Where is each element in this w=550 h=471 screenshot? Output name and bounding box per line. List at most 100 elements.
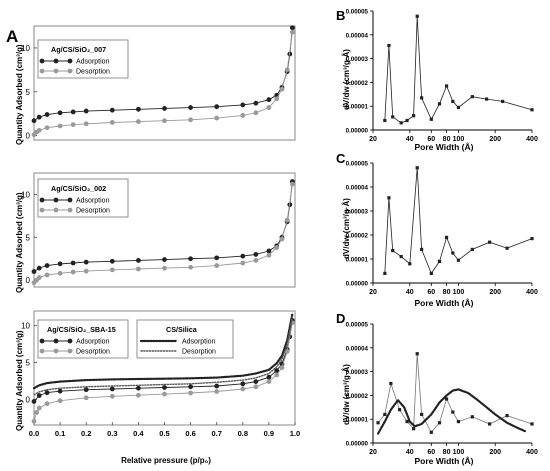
x-axis-label: Pore Width (Å)	[415, 298, 474, 308]
psd-series-point	[470, 247, 474, 251]
series-desorption-point	[36, 275, 42, 280]
series-adsorption-point	[240, 102, 246, 108]
y-tick-label: 0.00002	[346, 233, 369, 240]
legend-swatch-point	[53, 197, 59, 203]
series-desorption-point	[70, 269, 76, 275]
legend-swatch-adsorption	[39, 338, 73, 344]
psd-series-point	[437, 421, 442, 425]
psd-series-line	[384, 167, 533, 275]
series-adsorption-point	[83, 387, 89, 393]
legend-swatch-point	[67, 348, 73, 354]
x-tick-label: 60	[427, 289, 435, 296]
y-tick-label: 0	[26, 132, 31, 141]
legend-swatch-point	[39, 68, 45, 74]
x-tick-label: 60	[427, 136, 435, 143]
psd-series-point	[415, 14, 419, 18]
series-adsorption-point	[136, 385, 141, 391]
psd-series-point	[505, 246, 509, 250]
series-adsorption-point	[109, 107, 115, 113]
legend-box	[37, 178, 129, 218]
series-adsorption-line	[32, 312, 294, 390]
series-desorption-point	[274, 372, 280, 378]
psd-series-point	[415, 352, 419, 356]
x-tick-label: 0.7	[211, 429, 221, 438]
y-axis-label: dV/dw (cm³/g·Å)	[342, 49, 351, 110]
legend-box	[37, 319, 129, 359]
y-tick-label: 0	[26, 395, 31, 404]
legend-swatch-adsorption	[39, 58, 73, 64]
psd-series-point	[420, 412, 424, 417]
x-tick-label: 40	[406, 136, 414, 143]
legend-swatch-point	[53, 207, 59, 213]
series-adsorption-point	[44, 390, 50, 396]
series-desorption-point	[284, 67, 290, 73]
series-adsorption-point	[70, 109, 76, 115]
y-tick-label: 0.00000	[346, 128, 369, 135]
psd-series-point	[456, 419, 461, 424]
legend-entry-desorption: Desorption	[76, 208, 110, 215]
psd-series-point	[399, 121, 403, 125]
psd-series-point	[391, 249, 395, 253]
legend-swatch-point	[67, 68, 73, 74]
series-adsorption-point	[162, 257, 167, 262]
y-tick-label: 0.00003	[346, 209, 369, 216]
y-tick-label: 0.00001	[346, 417, 369, 424]
x-tick-label: 80	[443, 289, 451, 296]
y-tick-label: 0.00001	[346, 257, 369, 264]
series-desorption-point	[240, 386, 246, 392]
x-tick-label: 0.5	[159, 429, 169, 438]
series-desorption-point	[289, 181, 295, 187]
series-desorption-point	[44, 272, 50, 278]
series-desorption-point	[284, 349, 290, 354]
x-tick-label: 40	[406, 449, 414, 456]
x-tick-label: 60	[427, 449, 435, 456]
legend-swatch-point	[67, 207, 73, 213]
series-desorption-point	[109, 267, 115, 273]
x-tick-label: 0.8	[238, 429, 248, 438]
series-desorption-line	[33, 315, 294, 396]
x-tick-label: 20	[369, 136, 377, 143]
plot-frame	[33, 25, 296, 141]
series-adsorption-point	[31, 269, 37, 274]
series-adsorption-point	[109, 258, 115, 264]
legend-swatch-point	[67, 338, 73, 344]
psd-series-point	[456, 258, 461, 262]
y-tick-label: 5	[26, 358, 31, 367]
y-tick-label: 0.00002	[346, 393, 369, 400]
psd-series-point	[429, 430, 433, 434]
legend-swatch-adsorption	[39, 197, 73, 203]
series-adsorption-point	[36, 393, 42, 398]
panel-label-a: A	[6, 27, 18, 46]
legend-swatch-desorption	[39, 68, 73, 74]
psd-series-point	[405, 419, 409, 424]
panel-label-d: D	[336, 311, 345, 326]
psd-series-point	[399, 255, 403, 259]
psd-series-line	[377, 388, 526, 435]
series-adsorption-point	[57, 261, 63, 267]
series-adsorption-point	[253, 252, 259, 257]
y-tick-label: 0.00002	[346, 80, 369, 87]
psd-series-point	[470, 95, 474, 99]
legend-entry-desorption: Desorption	[182, 349, 216, 356]
legend: Ag/CS/SiO₂_007 Adsorption Desorption	[37, 39, 129, 79]
psd-series-point	[501, 99, 505, 104]
series-adsorption-point	[162, 385, 167, 390]
psd-series-point	[383, 271, 387, 275]
y-tick-label: 10	[21, 44, 30, 53]
series-adsorption-point	[274, 368, 280, 373]
legend-swatch-point	[53, 348, 59, 354]
legend-entry-desorption: Desorption	[76, 69, 110, 76]
legend-swatch-point	[53, 68, 59, 74]
psd-panel-b: dV/dw (cm³/g·Å) Pore Width (Å) 0.00000 0.…	[342, 9, 538, 153]
series-adsorption-point	[266, 97, 272, 103]
psd-panel-d: dV/dw (cm³/g·Å) Pore Width (Å) 0.00000 0.…	[342, 322, 538, 467]
panel-label-c: C	[336, 151, 346, 166]
series-desorption-point	[253, 110, 259, 116]
series-desorption-point	[274, 245, 280, 250]
psd-series-point	[530, 237, 534, 241]
y-tick-label: 10	[21, 322, 30, 331]
series-adsorption-point	[240, 381, 246, 387]
series-desorption-point	[162, 265, 167, 271]
legend-swatch-point	[39, 58, 45, 64]
y-tick-label: 0.00001	[346, 104, 369, 111]
